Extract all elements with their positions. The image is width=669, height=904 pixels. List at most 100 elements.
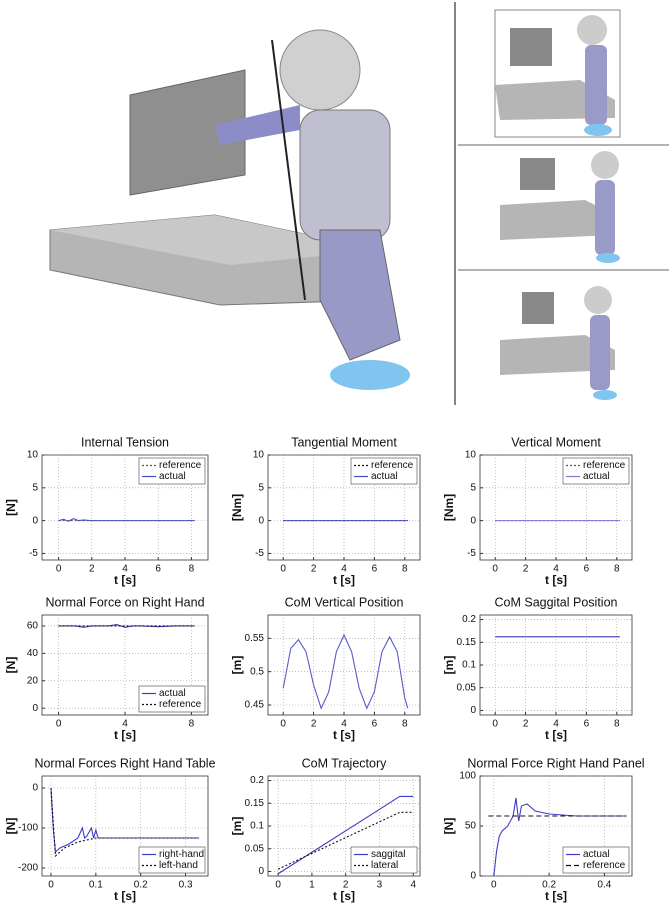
robot-body xyxy=(595,180,615,255)
x-tick-label: 8 xyxy=(614,719,620,730)
legend-label: actual xyxy=(583,849,610,860)
robot-body xyxy=(590,315,610,390)
charts: Internal Tension02468-50510t [s][N]refer… xyxy=(4,435,644,903)
y-axis-label: [N] xyxy=(4,657,18,674)
y-tick-label: 0.1 xyxy=(462,660,476,671)
y-axis-label: [N] xyxy=(442,818,456,835)
x-tick-label: 0 xyxy=(280,564,286,575)
x-tick-label: 2 xyxy=(523,719,529,730)
y-axis-label: [Nm] xyxy=(442,494,456,521)
robot-head xyxy=(577,15,607,45)
x-tick-label: 0 xyxy=(491,880,497,891)
x-tick-label: 0.1 xyxy=(89,880,103,891)
chart-title: Normal Forces Right Hand Table xyxy=(34,756,215,770)
x-tick-label: 6 xyxy=(372,564,378,575)
x-tick-label: 8 xyxy=(189,719,195,730)
chart-title: Normal Force on Right Hand xyxy=(45,595,204,609)
y-tick-label: 0.15 xyxy=(457,637,477,648)
y-tick-label: 0 xyxy=(258,866,264,877)
x-tick-label: 6 xyxy=(584,564,590,575)
x-tick-label: 0 xyxy=(492,564,498,575)
legend-label: actual xyxy=(159,688,186,699)
legend-label: saggital xyxy=(371,849,405,860)
y-tick-label: 0.5 xyxy=(250,666,264,677)
view-2 xyxy=(500,151,620,263)
x-tick-label: 2 xyxy=(523,564,529,575)
chart-title: Tangential Moment xyxy=(291,435,397,449)
legend-label: actual xyxy=(583,471,610,482)
y-tick-label: 100 xyxy=(459,771,476,782)
chart-title: Normal Force Right Hand Panel xyxy=(467,756,644,770)
x-tick-label: 8 xyxy=(614,564,620,575)
support-polygon xyxy=(584,124,612,136)
chart: Normal Forces Right Hand Table00.10.20.3… xyxy=(4,756,215,903)
y-tick-label: 50 xyxy=(465,821,477,832)
robot-body xyxy=(585,45,607,125)
y-tick-label: 10 xyxy=(27,450,39,461)
chart-title: CoM Trajectory xyxy=(302,756,387,770)
x-tick-label: 3 xyxy=(377,880,383,891)
y-tick-label: 20 xyxy=(27,675,39,686)
y-tick-label: 0.05 xyxy=(457,682,477,693)
legend-label: right-hand xyxy=(159,849,204,860)
x-tick-label: 0.4 xyxy=(597,880,611,891)
support-polygon xyxy=(330,360,410,390)
x-axis-label: t [s] xyxy=(545,728,567,742)
legend-label: actual xyxy=(159,471,186,482)
y-tick-label: 0 xyxy=(258,515,264,526)
x-tick-label: 0 xyxy=(280,719,286,730)
chart: Tangential Moment02468-50510t [s][Nm]ref… xyxy=(230,435,420,587)
y-tick-label: 0.2 xyxy=(462,614,476,625)
x-tick-label: 0 xyxy=(56,719,62,730)
x-tick-label: 2 xyxy=(311,564,317,575)
y-axis-label: [m] xyxy=(230,817,244,836)
support-polygon xyxy=(596,253,620,263)
legend-label: reference xyxy=(583,460,626,471)
y-tick-label: 0 xyxy=(470,871,476,882)
y-axis-label: [N] xyxy=(4,499,18,516)
y-tick-label: 0.15 xyxy=(245,798,265,809)
x-axis-label: t [s] xyxy=(333,728,355,742)
y-tick-label: 40 xyxy=(27,648,39,659)
x-axis-label: t [s] xyxy=(114,573,136,587)
x-tick-label: 0 xyxy=(275,880,281,891)
x-tick-label: 8 xyxy=(402,719,408,730)
y-tick-label: 0 xyxy=(32,515,38,526)
view-3 xyxy=(500,286,617,400)
y-tick-label: -5 xyxy=(255,548,264,559)
chart-title: CoM Saggital Position xyxy=(495,595,618,609)
y-axis-label: [m] xyxy=(442,656,456,675)
chart: CoM Vertical Position024680.450.50.55t [… xyxy=(230,595,420,742)
y-tick-label: 0.55 xyxy=(245,633,265,644)
x-tick-label: 2 xyxy=(89,564,95,575)
y-tick-label: -5 xyxy=(29,548,38,559)
chart: Normal Force on Right Hand0480204060t [s… xyxy=(4,595,208,742)
y-tick-label: 0 xyxy=(470,705,476,716)
y-tick-label: 0 xyxy=(32,783,38,794)
panel xyxy=(520,158,555,190)
y-tick-label: 0.2 xyxy=(250,775,264,786)
y-tick-label: -200 xyxy=(18,863,38,874)
x-tick-label: 0 xyxy=(56,564,62,575)
y-tick-label: 0.05 xyxy=(245,843,265,854)
x-axis-label: t [s] xyxy=(545,889,567,903)
x-axis-label: t [s] xyxy=(114,889,136,903)
view-1 xyxy=(495,15,615,136)
y-tick-label: 0 xyxy=(470,515,476,526)
y-tick-label: 5 xyxy=(470,482,476,493)
legend-label: reference xyxy=(159,460,202,471)
legend-label: reference xyxy=(583,860,626,871)
simulation-views xyxy=(50,2,669,405)
x-tick-label: 6 xyxy=(155,564,161,575)
x-tick-label: 4 xyxy=(410,880,416,891)
y-axis-label: [Nm] xyxy=(230,494,244,521)
x-tick-label: 8 xyxy=(402,564,408,575)
robot-head xyxy=(591,151,619,179)
legend-label: lateral xyxy=(371,860,398,871)
y-tick-label: 5 xyxy=(258,482,264,493)
panel xyxy=(510,28,552,66)
